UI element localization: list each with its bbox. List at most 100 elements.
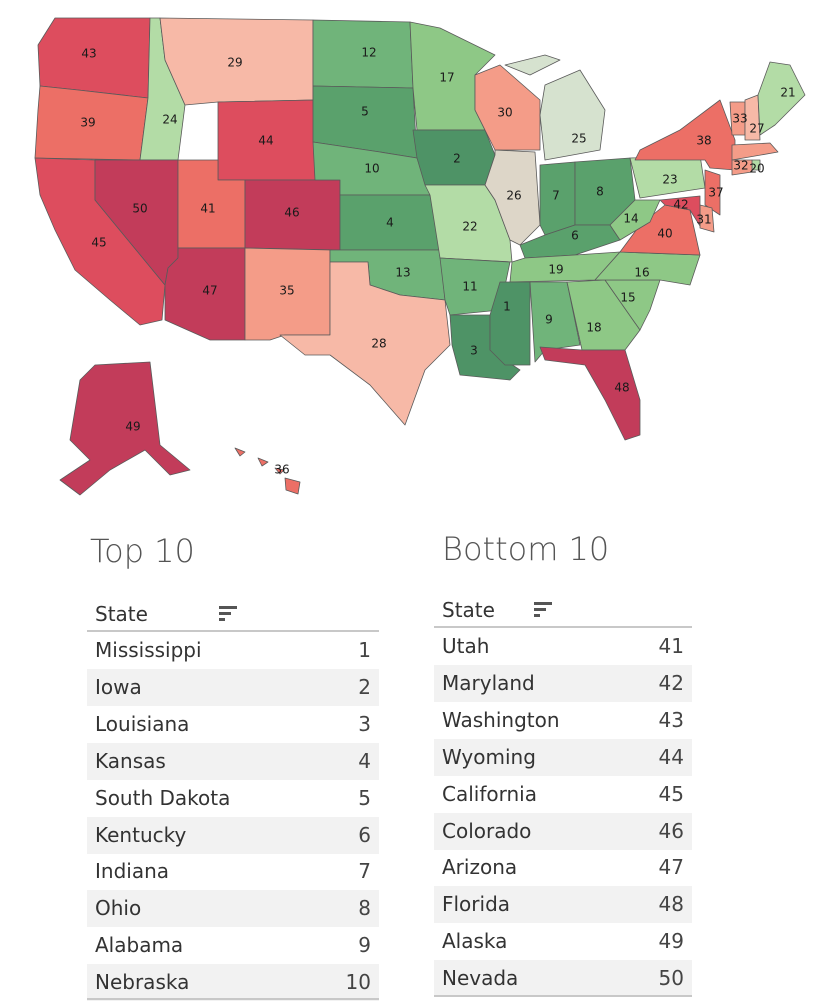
rank-label-ny: 38 xyxy=(696,134,711,148)
top10-row[interactable]: Ohio 8 xyxy=(87,890,379,928)
top10-row-state: Mississippi xyxy=(95,638,202,662)
rank-label-id: 24 xyxy=(162,113,177,127)
bottom10-row[interactable]: Florida 48 xyxy=(434,886,692,924)
top10-row-rank: 8 xyxy=(358,896,371,921)
rank-label-in: 7 xyxy=(552,189,560,203)
rank-label-ca: 45 xyxy=(91,236,106,250)
top10-row[interactable]: Kansas 4 xyxy=(87,742,379,780)
state-west-virginia[interactable] xyxy=(609,199,661,241)
state-arkansas[interactable] xyxy=(439,257,511,316)
bottom10-row[interactable]: Colorado 46 xyxy=(434,812,692,850)
bottom10-row[interactable]: Utah 41 xyxy=(434,628,692,665)
rank-label-ms: 1 xyxy=(503,300,511,314)
state-texas[interactable] xyxy=(279,261,451,426)
top10-row-rank: 5 xyxy=(358,785,371,810)
top10-row[interactable]: Nebraska 10 xyxy=(87,964,379,1002)
state-illinois[interactable] xyxy=(484,149,541,246)
bottom10-row-rank: 41 xyxy=(658,634,684,658)
bottom10-row-state: Washington xyxy=(442,707,560,732)
rank-label-ma: 32 xyxy=(733,159,748,173)
rank-label-sc: 15 xyxy=(620,291,635,305)
bottom10-row-rank: 48 xyxy=(658,892,684,917)
bottom10-row[interactable]: Nevada 50 xyxy=(434,960,692,998)
top10-row-state: Kentucky xyxy=(95,822,187,847)
top10-row-rank: 4 xyxy=(358,748,371,773)
bottom10-title: Bottom 10 xyxy=(442,530,610,568)
state-michigan[interactable] xyxy=(504,54,606,161)
rank-label-mo: 22 xyxy=(462,220,477,234)
top10-row-state: Nebraska xyxy=(95,970,190,995)
state-maryland[interactable] xyxy=(659,195,701,227)
rank-label-ar: 11 xyxy=(462,280,477,294)
bottom10-header-state[interactable]: State xyxy=(442,598,495,622)
top10-row-rank: 9 xyxy=(358,933,371,958)
state-massachusetts[interactable] xyxy=(731,142,779,161)
map-canvas: 43 39 45 24 50 29 44 41 47 46 35 12 5 10… xyxy=(34,17,806,496)
state-connecticut[interactable] xyxy=(731,159,753,176)
rank-label-ri: 20 xyxy=(749,162,764,176)
top10-row-state: South Dakota xyxy=(95,785,231,810)
rank-label-nc: 16 xyxy=(634,266,649,280)
rank-label-nh: 27 xyxy=(749,122,764,136)
bottom10-row-state: Nevada xyxy=(442,966,519,991)
top10-row[interactable]: Iowa 2 xyxy=(87,668,379,706)
state-mississippi[interactable] xyxy=(489,281,531,366)
bottom10-row[interactable]: Washington 43 xyxy=(434,702,692,739)
bottom10-row[interactable]: Maryland 42 xyxy=(434,664,692,702)
rank-label-hi: 36 xyxy=(274,463,289,477)
state-wisconsin[interactable] xyxy=(474,64,541,151)
top10-row[interactable]: Louisiana 3 xyxy=(87,706,379,743)
bottom10-row-state: Wyoming xyxy=(442,744,536,769)
state-new-york[interactable] xyxy=(634,99,736,171)
top10-row[interactable]: Kentucky 6 xyxy=(87,816,379,854)
state-hawaii[interactable] xyxy=(234,447,301,495)
rank-label-nm: 35 xyxy=(279,284,294,298)
state-alaska[interactable] xyxy=(59,361,191,496)
bottom10-row[interactable]: California 45 xyxy=(434,776,692,813)
rank-label-fl: 48 xyxy=(614,381,629,395)
rank-label-co: 46 xyxy=(284,206,299,220)
top10-header-state[interactable]: State xyxy=(95,602,148,626)
state-florida[interactable] xyxy=(539,346,641,441)
top10-row-state: Louisiana xyxy=(95,711,190,736)
top10-row-rank: 2 xyxy=(358,674,371,699)
top10-row[interactable]: Mississippi 1 xyxy=(87,632,379,669)
sort-icon[interactable] xyxy=(219,606,237,622)
bottom10-row-rank: 47 xyxy=(658,855,684,880)
state-new-hampshire[interactable] xyxy=(744,94,761,141)
state-maine[interactable] xyxy=(757,61,806,136)
rank-label-wi: 30 xyxy=(497,106,512,120)
rank-label-az: 47 xyxy=(202,284,217,298)
rank-label-ut: 41 xyxy=(200,202,215,216)
rank-label-oh: 8 xyxy=(596,185,604,199)
rank-label-mn: 17 xyxy=(439,71,454,85)
state-new-jersey[interactable] xyxy=(704,169,721,216)
top10-row[interactable]: Indiana 7 xyxy=(87,853,379,890)
bottom10-row-state: California xyxy=(442,781,537,806)
bottom10-row-state: Alaska xyxy=(442,929,508,954)
rank-label-sd: 5 xyxy=(361,105,369,119)
top10-row-rank: 7 xyxy=(358,859,371,884)
bottom10-row-rank: 45 xyxy=(658,781,684,806)
state-alabama[interactable] xyxy=(529,281,581,363)
sort-icon[interactable] xyxy=(534,602,552,618)
rank-label-ia: 2 xyxy=(453,152,461,166)
bottom10-row[interactable]: Arizona 47 xyxy=(434,849,692,886)
bottom10-row[interactable]: Wyoming 44 xyxy=(434,738,692,776)
top10-bottom-rule xyxy=(87,998,379,1000)
rank-label-wv: 14 xyxy=(623,212,638,226)
bottom10-row-state: Florida xyxy=(442,892,511,917)
top10-row-state: Alabama xyxy=(95,933,184,958)
bottom10-row-state: Arizona xyxy=(442,855,518,880)
top10-row[interactable]: Alabama 9 xyxy=(87,927,379,964)
rank-label-ga: 18 xyxy=(586,321,601,335)
bottom10-row-rank: 42 xyxy=(658,670,684,695)
top10-row[interactable]: South Dakota 5 xyxy=(87,780,379,817)
us-state-rank-map: 43 39 45 24 50 29 44 41 47 46 35 12 5 10… xyxy=(34,17,806,496)
rank-label-ok: 13 xyxy=(395,266,410,280)
rank-label-mt: 29 xyxy=(227,56,242,70)
rank-label-mi: 25 xyxy=(571,132,586,146)
rank-label-wa: 43 xyxy=(81,47,96,61)
bottom10-row[interactable]: Alaska 49 xyxy=(434,923,692,960)
rank-label-il: 26 xyxy=(506,189,521,203)
